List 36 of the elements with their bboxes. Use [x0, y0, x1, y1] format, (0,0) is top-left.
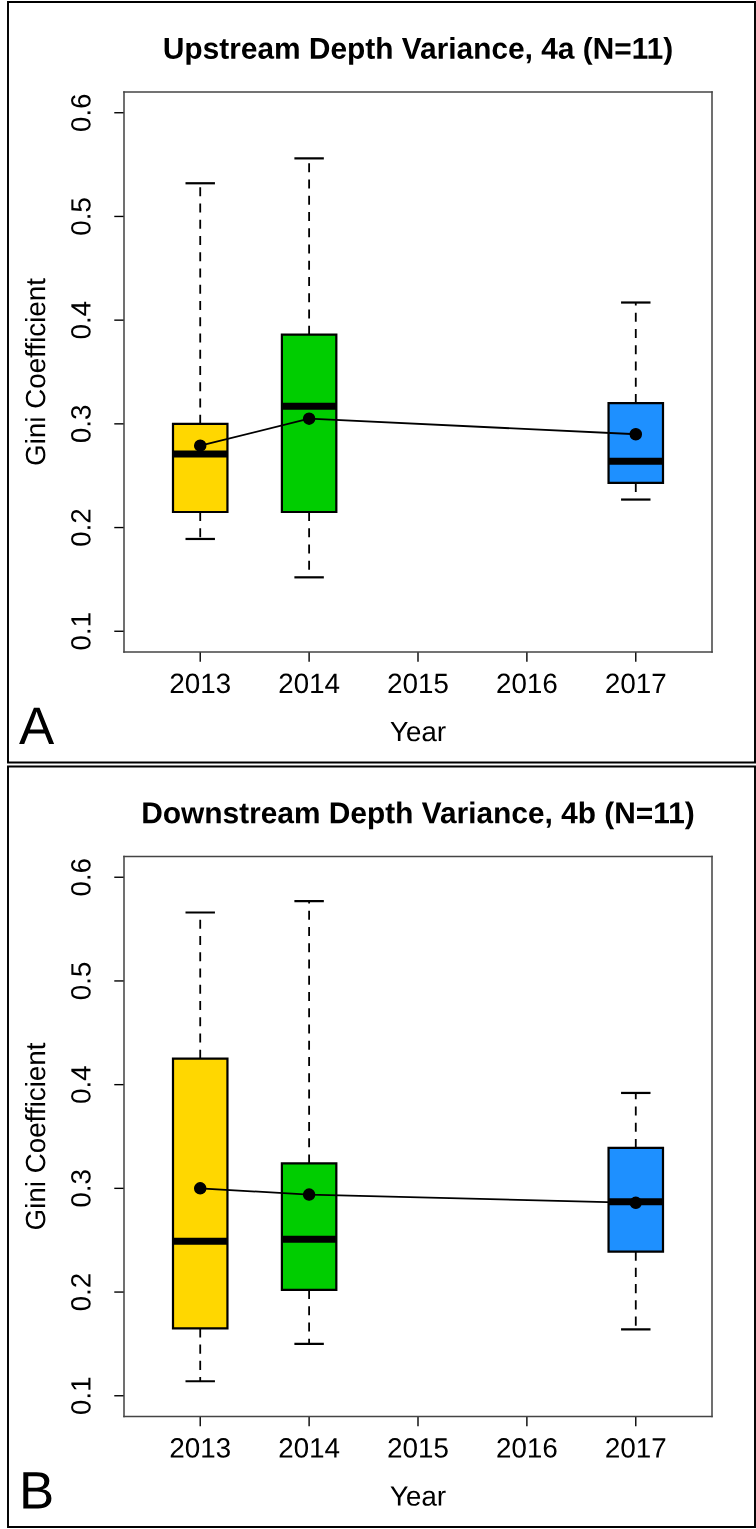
y-axis-title: Gini Coefficient — [24, 1042, 46, 1230]
point — [629, 1196, 643, 1210]
y-tick-label: 0.5 — [71, 198, 91, 235]
text: B — [23, 1472, 52, 1509]
point — [302, 412, 316, 425]
y-tick-label: 0.2 — [71, 509, 91, 546]
chart-title: Downstream Depth Variance, 4b (N=11) — [143, 801, 694, 830]
y-tick-label: 0.3 — [71, 405, 91, 443]
x-tick-label: 2015 — [388, 673, 448, 694]
y-tick-label: 0.6 — [71, 94, 91, 131]
x-tick-label: 2016 — [497, 673, 557, 694]
x-tick-label: 2015 — [388, 1438, 448, 1458]
y-tick-label: 0.2 — [71, 1274, 91, 1311]
x-tick-label: 2013 — [170, 673, 230, 694]
x-tick-label: 2016 — [497, 1438, 557, 1458]
x-axis-title: Year — [390, 721, 446, 742]
point — [193, 439, 207, 452]
y-tick-label: 0.5 — [71, 962, 91, 1000]
point — [193, 1182, 207, 1195]
point — [629, 427, 643, 441]
y-tick-label: 0.3 — [71, 1170, 91, 1207]
x-axis-title: Year — [390, 1486, 446, 1506]
x-tick-label: 2014 — [279, 1438, 340, 1458]
y-tick-label: 0.1 — [71, 613, 91, 650]
chart-title: Upstream Depth Variance, 4a (N=11) — [164, 37, 672, 65]
y-tick-label: 0.4 — [71, 301, 91, 339]
text: A — [19, 707, 55, 744]
y-tick-label: 0.4 — [71, 1066, 91, 1103]
y-axis-title: Gini Coefficient — [24, 278, 46, 465]
y-tick-label: 0.1 — [71, 1377, 91, 1414]
x-tick-label: 2017 — [606, 673, 666, 694]
y-tick-label: 0.6 — [71, 859, 91, 896]
x-tick-label: 2013 — [170, 1438, 230, 1458]
point — [302, 1188, 316, 1201]
x-tick-label: 2014 — [279, 673, 340, 694]
x-tick-label: 2017 — [606, 1438, 666, 1458]
